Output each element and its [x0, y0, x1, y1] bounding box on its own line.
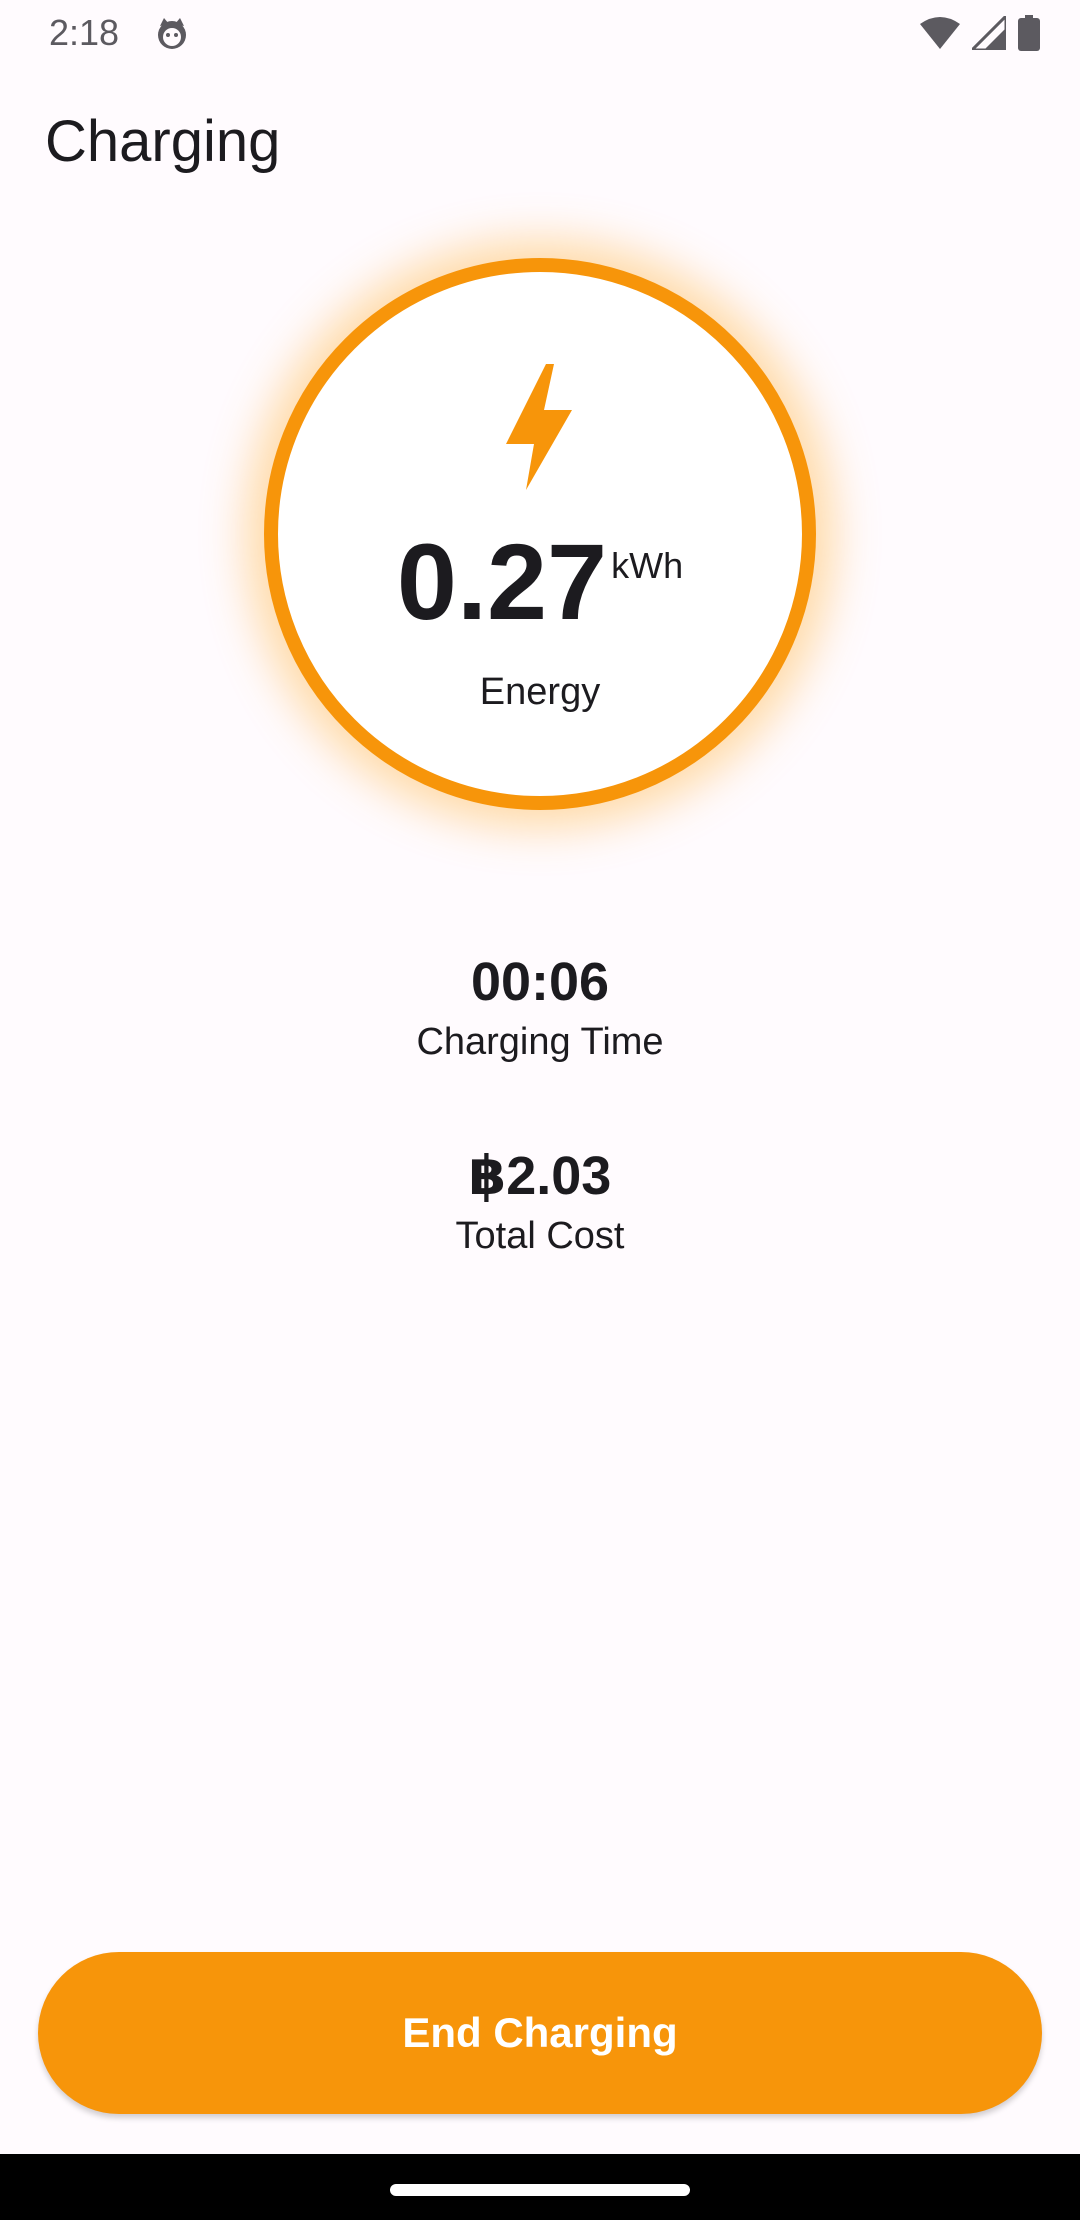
total-cost-label: Total Cost: [455, 1215, 625, 1258]
energy-unit: kWh: [611, 545, 684, 586]
lightning-bolt-icon: [506, 364, 572, 490]
battery-icon: [1018, 15, 1040, 51]
home-gesture-handle[interactable]: [390, 2184, 690, 2196]
cat-face-notification-icon: [158, 18, 186, 49]
status-bar: 2:18: [0, 0, 1080, 66]
charging-time-value: 00:06: [470, 952, 610, 1012]
cellular-signal-icon: [972, 16, 1006, 50]
charging-time-label: Charging Time: [416, 1021, 664, 1064]
total-cost-stat: ฿2.03 Total Cost: [0, 1146, 1080, 1260]
energy-value: 0.27: [396, 521, 608, 642]
end-charging-button[interactable]: End Charging: [38, 1952, 1042, 2114]
status-icons: [920, 14, 1040, 52]
energy-reading: 0.27 kWh: [0, 528, 1080, 636]
navigation-bar: [0, 2154, 1080, 2220]
page-title: Charging: [45, 109, 281, 174]
wifi-icon: [920, 17, 960, 49]
total-cost-value: ฿2.03: [468, 1146, 612, 1206]
status-time: 2:18: [49, 12, 120, 53]
charging-time-stat: 00:06 Charging Time: [0, 952, 1080, 1066]
energy-label: Energy: [479, 671, 601, 713]
